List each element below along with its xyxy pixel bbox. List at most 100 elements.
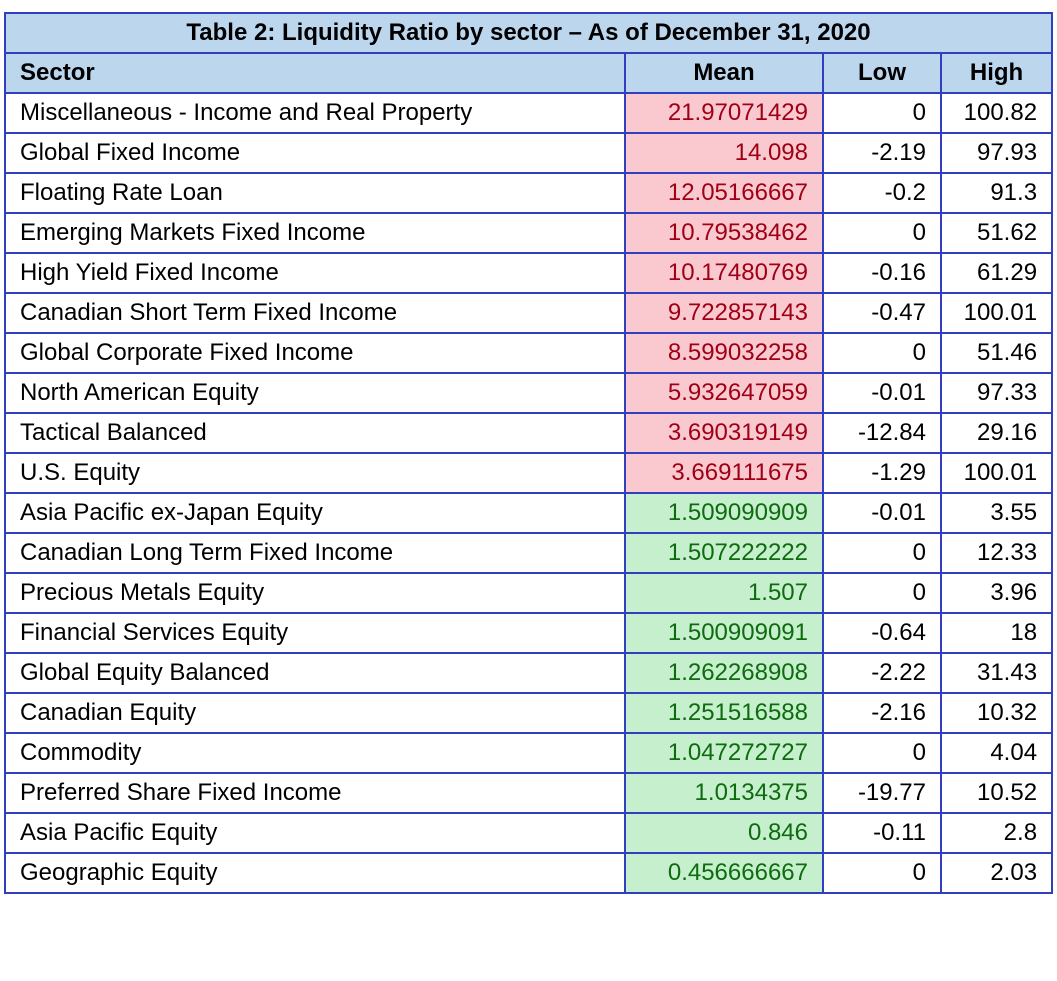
mean-cell: 3.690319149 bbox=[624, 412, 824, 454]
high-cell: 3.96 bbox=[939, 572, 1054, 614]
low-cell: -12.84 bbox=[822, 412, 942, 454]
high-cell: 10.52 bbox=[939, 772, 1054, 814]
high-cell: 3.55 bbox=[939, 492, 1054, 534]
low-cell: -0.2 bbox=[822, 172, 942, 214]
sector-cell: Emerging Markets Fixed Income bbox=[4, 212, 626, 254]
low-cell: -0.01 bbox=[822, 492, 942, 534]
mean-cell: 14.098 bbox=[624, 132, 824, 174]
high-cell: 61.29 bbox=[939, 252, 1054, 294]
sector-cell: Asia Pacific Equity bbox=[4, 812, 626, 854]
sector-cell: North American Equity bbox=[4, 372, 626, 414]
table-row: Global Equity Balanced 1.262268908 -2.22 31… bbox=[4, 652, 1054, 694]
low-cell: -0.01 bbox=[822, 372, 942, 414]
liquidity-ratio-table: Table 2: Liquidity Ratio by sector – As … bbox=[3, 12, 1054, 894]
mean-cell: 1.0134375 bbox=[624, 772, 824, 814]
high-cell: 97.93 bbox=[939, 132, 1054, 174]
sector-cell: Preferred Share Fixed Income bbox=[4, 772, 626, 814]
table-row: Financial Services Equity 1.500909091 -0.6… bbox=[4, 612, 1054, 654]
table-row: Canadian Equity 1.251516588 -2.16 10.32 bbox=[4, 692, 1054, 734]
table-row: Global Fixed Income 14.098 -2.19 97.93 bbox=[4, 132, 1054, 174]
high-cell: 100.01 bbox=[939, 292, 1054, 334]
high-cell: 18 bbox=[939, 612, 1054, 654]
high-cell: 51.46 bbox=[939, 332, 1054, 374]
sector-cell: Tactical Balanced bbox=[4, 412, 626, 454]
mean-cell: 1.047272727 bbox=[624, 732, 824, 774]
table-row: North American Equity 5.932647059 -0.01 97.… bbox=[4, 372, 1054, 414]
mean-cell: 0.846 bbox=[624, 812, 824, 854]
mean-cell: 5.932647059 bbox=[624, 372, 824, 414]
table-header-row: Sector Mean Low High bbox=[4, 52, 1054, 94]
table-row: Commodity 1.047272727 0 4.04 bbox=[4, 732, 1054, 774]
table-row: Miscellaneous - Income and Real Property… bbox=[4, 92, 1054, 134]
low-cell: 0 bbox=[822, 332, 942, 374]
high-cell: 29.16 bbox=[939, 412, 1054, 454]
sector-cell: Precious Metals Equity bbox=[4, 572, 626, 614]
sector-cell: U.S. Equity bbox=[4, 452, 626, 494]
low-cell: 0 bbox=[822, 852, 942, 894]
table-body: Miscellaneous - Income and Real Property… bbox=[4, 92, 1054, 894]
low-cell: -0.11 bbox=[822, 812, 942, 854]
mean-cell: 10.17480769 bbox=[624, 252, 824, 294]
sector-cell: Global Equity Balanced bbox=[4, 652, 626, 694]
high-cell: 100.82 bbox=[939, 92, 1054, 134]
mean-cell: 21.97071429 bbox=[624, 92, 824, 134]
sector-cell: Global Fixed Income bbox=[4, 132, 626, 174]
mean-cell: 1.507222222 bbox=[624, 532, 824, 574]
low-cell: 0 bbox=[822, 92, 942, 134]
low-cell: 0 bbox=[822, 572, 942, 614]
low-cell: -19.77 bbox=[822, 772, 942, 814]
low-cell: -2.16 bbox=[822, 692, 942, 734]
table-title: Table 2: Liquidity Ratio by sector – As … bbox=[3, 12, 1054, 54]
column-header-high: High bbox=[939, 52, 1054, 94]
column-header-low: Low bbox=[822, 52, 942, 94]
mean-cell: 9.722857143 bbox=[624, 292, 824, 334]
high-cell: 2.8 bbox=[939, 812, 1054, 854]
table-row: Preferred Share Fixed Income 1.0134375 -19… bbox=[4, 772, 1054, 814]
table-row: Asia Pacific ex-Japan Equity 1.509090909-… bbox=[4, 492, 1054, 534]
high-cell: 31.43 bbox=[939, 652, 1054, 694]
column-header-mean: Mean bbox=[624, 52, 824, 94]
sector-cell: Asia Pacific ex-Japan Equity bbox=[4, 492, 626, 534]
table-row: Canadian Long Term Fixed Income 1.5072222… bbox=[4, 532, 1054, 574]
sector-cell: Canadian Long Term Fixed Income bbox=[4, 532, 626, 574]
high-cell: 51.62 bbox=[939, 212, 1054, 254]
mean-cell: 1.507 bbox=[624, 572, 824, 614]
table-row: Emerging Markets Fixed Income 10.79538462… bbox=[4, 212, 1054, 254]
low-cell: -0.16 bbox=[822, 252, 942, 294]
low-cell: 0 bbox=[822, 732, 942, 774]
low-cell: 0 bbox=[822, 212, 942, 254]
mean-cell: 8.599032258 bbox=[624, 332, 824, 374]
sector-cell: Floating Rate Loan bbox=[4, 172, 626, 214]
high-cell: 12.33 bbox=[939, 532, 1054, 574]
table-title-row: Table 2: Liquidity Ratio by sector – As … bbox=[3, 12, 1054, 54]
sector-cell: High Yield Fixed Income bbox=[4, 252, 626, 294]
table-row: Canadian Short Term Fixed Income 9.722857… bbox=[4, 292, 1054, 334]
table-row: Tactical Balanced 3.690319149 -12.84 29.16 bbox=[4, 412, 1054, 454]
table-row: Floating Rate Loan 12.05166667 -0.2 91.3 bbox=[4, 172, 1054, 214]
high-cell: 97.33 bbox=[939, 372, 1054, 414]
mean-cell: 12.05166667 bbox=[624, 172, 824, 214]
sector-cell: Commodity bbox=[4, 732, 626, 774]
mean-cell: 3.669111675 bbox=[624, 452, 824, 494]
high-cell: 100.01 bbox=[939, 452, 1054, 494]
table-row: Geographic Equity 0.456666667 0 2.03 bbox=[4, 852, 1054, 894]
mean-cell: 10.79538462 bbox=[624, 212, 824, 254]
low-cell: 0 bbox=[822, 532, 942, 574]
high-cell: 10.32 bbox=[939, 692, 1054, 734]
sector-cell: Canadian Short Term Fixed Income bbox=[4, 292, 626, 334]
sector-cell: Geographic Equity bbox=[4, 852, 626, 894]
high-cell: 4.04 bbox=[939, 732, 1054, 774]
mean-cell: 1.500909091 bbox=[624, 612, 824, 654]
table-row: Precious Metals Equity 1.507 0 3.96 bbox=[4, 572, 1054, 614]
low-cell: -2.19 bbox=[822, 132, 942, 174]
low-cell: -0.47 bbox=[822, 292, 942, 334]
sector-cell: Financial Services Equity bbox=[4, 612, 626, 654]
table-row: High Yield Fixed Income 10.17480769 -0.16 6… bbox=[4, 252, 1054, 294]
high-cell: 91.3 bbox=[939, 172, 1054, 214]
low-cell: -0.64 bbox=[822, 612, 942, 654]
high-cell: 2.03 bbox=[939, 852, 1054, 894]
sector-cell: Global Corporate Fixed Income bbox=[4, 332, 626, 374]
mean-cell: 1.262268908 bbox=[624, 652, 824, 694]
table-row: Asia Pacific Equity 0.846 -0.11 2.8 bbox=[4, 812, 1054, 854]
low-cell: -2.22 bbox=[822, 652, 942, 694]
